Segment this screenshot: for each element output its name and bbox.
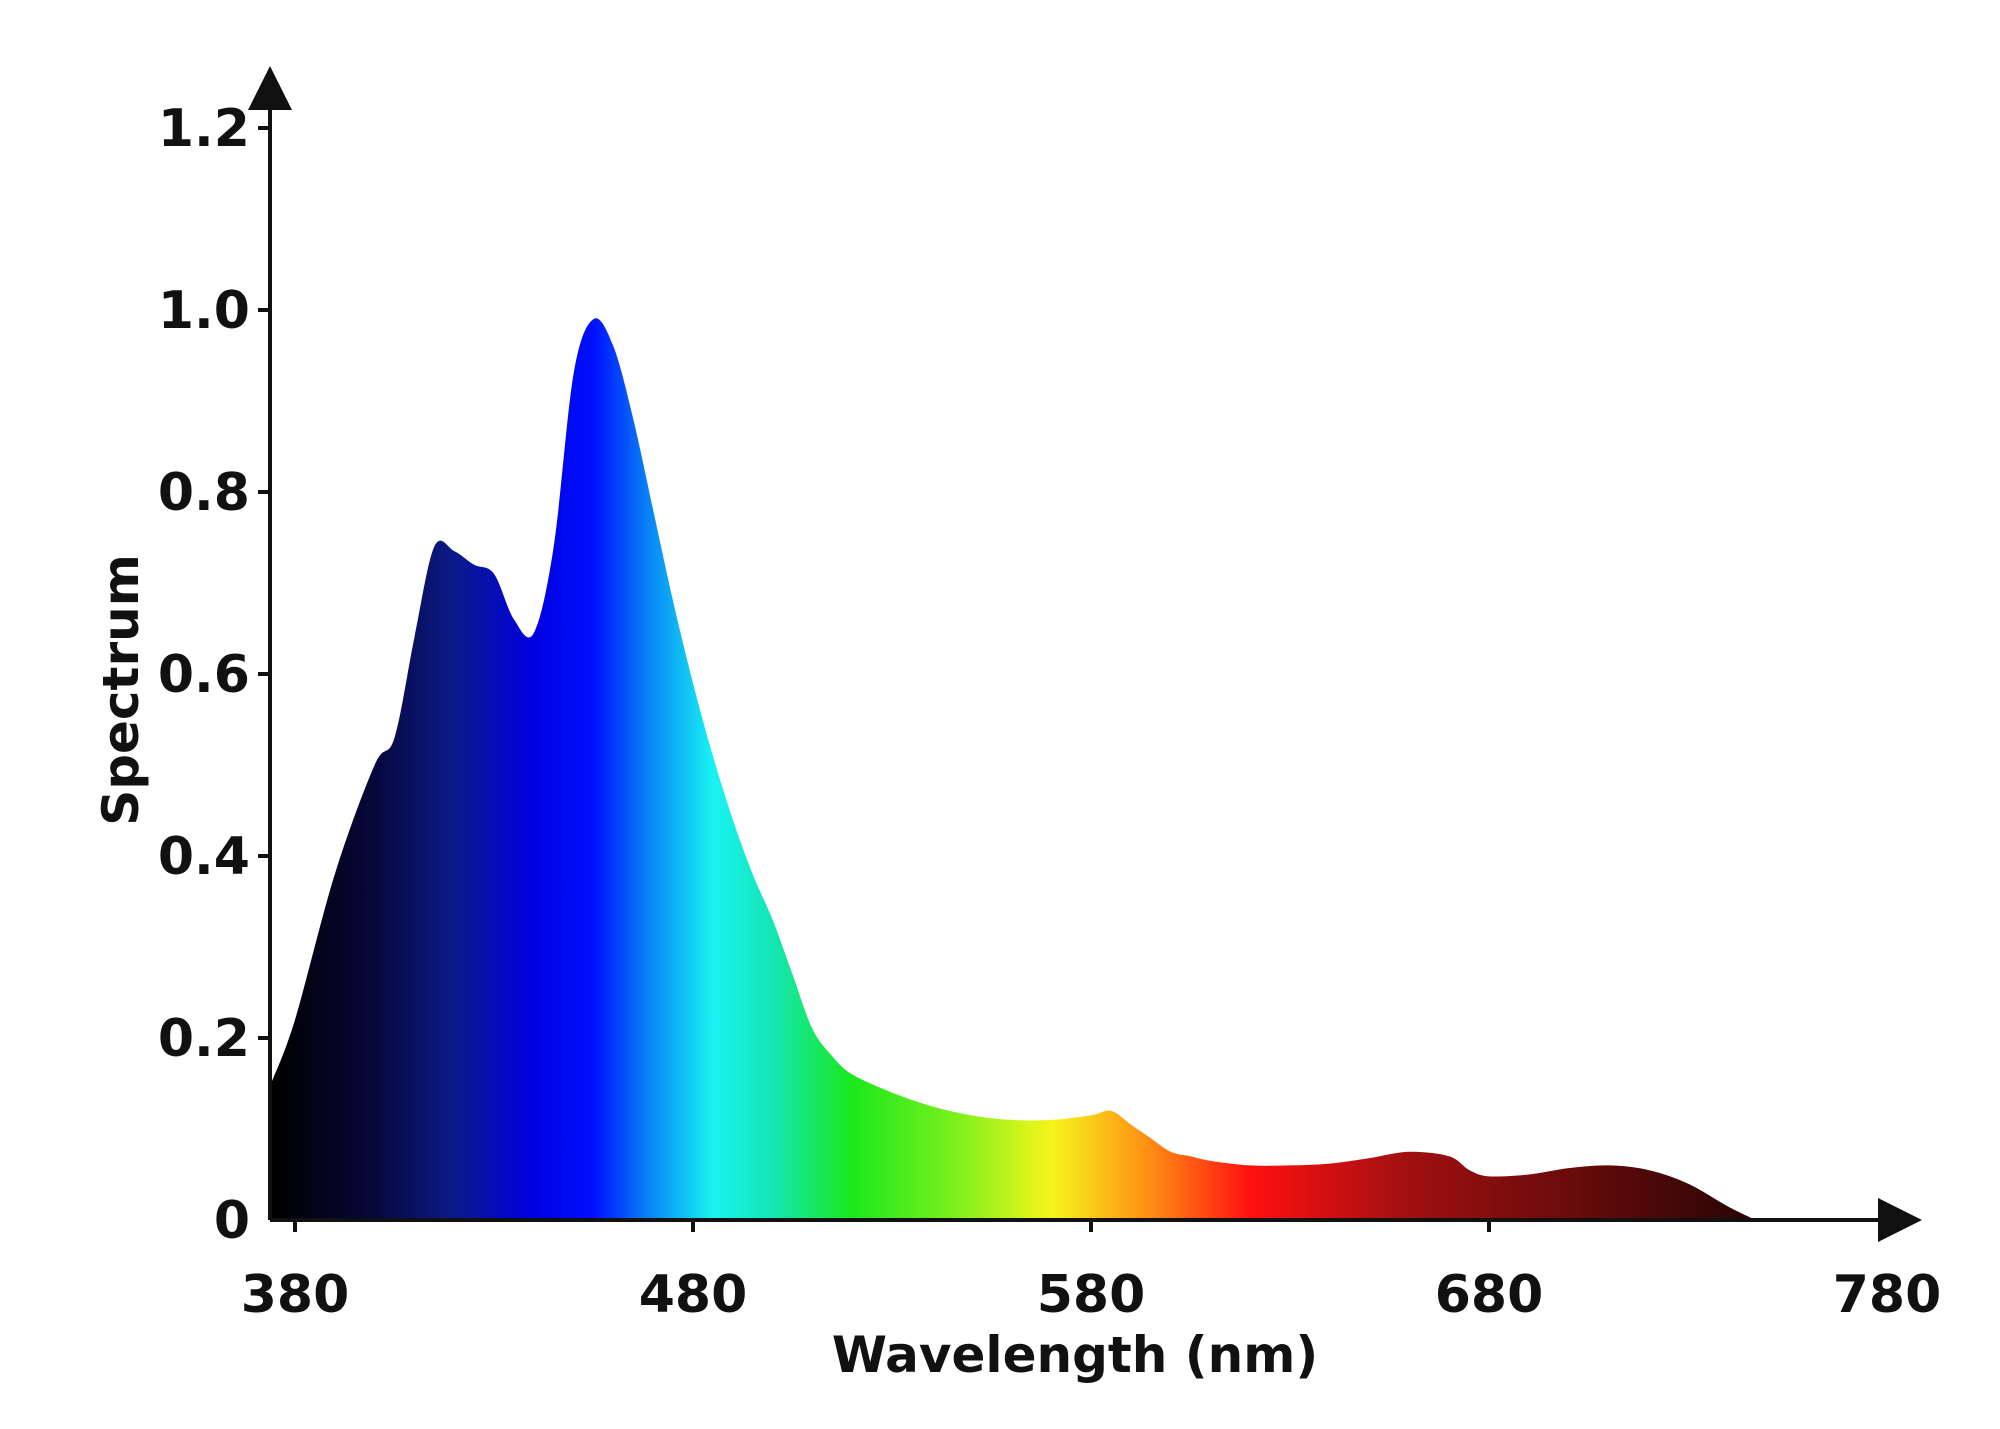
- x-axis-title: Wavelength (nm): [832, 1326, 1318, 1384]
- y-axis-arrow: [248, 66, 292, 110]
- y-axis-title: Spectrum: [92, 554, 150, 826]
- y-tick-label: 0: [214, 1191, 250, 1251]
- x-axis-arrow: [1878, 1198, 1922, 1242]
- y-tick-label: 0.4: [158, 827, 250, 887]
- x-tick-label: 680: [1435, 1265, 1544, 1325]
- spectrum-area-layer: [271, 318, 1756, 1220]
- x-tick-label: 780: [1833, 1265, 1942, 1325]
- y-tick-label: 0.2: [158, 1009, 250, 1069]
- x-tick-label: 580: [1037, 1265, 1146, 1325]
- tick-labels: 0 0.2 0.4 0.6 0.8 1.0 1.2 380 480 580 680 780: [158, 99, 1941, 1325]
- x-tick-label: 380: [241, 1265, 350, 1325]
- y-tick-label: 1.2: [158, 99, 250, 159]
- y-tick-label: 0.6: [158, 645, 250, 705]
- tick-marks: [258, 126, 1889, 1232]
- spectrum-area: [271, 318, 1756, 1220]
- y-tick-label: 0.8: [158, 463, 250, 523]
- x-tick-label: 480: [639, 1265, 748, 1325]
- y-tick-label: 1.0: [158, 281, 250, 341]
